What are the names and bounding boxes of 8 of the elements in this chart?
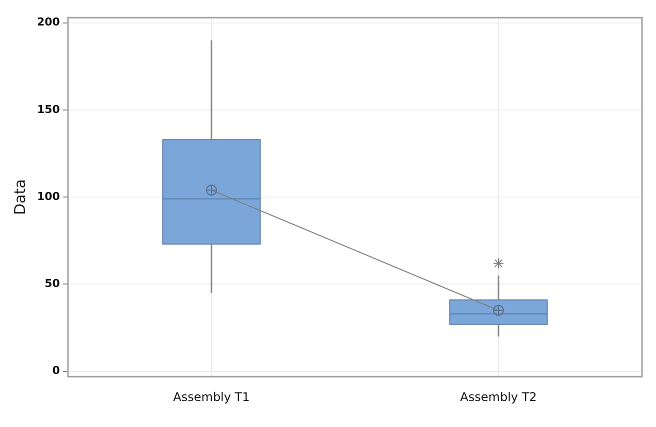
y-tick-label: 100 <box>36 190 60 203</box>
y-tick-label: 200 <box>36 16 60 29</box>
y-tick-label: 150 <box>36 102 60 116</box>
y-tick-label: 0 <box>52 364 60 378</box>
x-tick-label: Assembly T2 <box>460 390 537 404</box>
y-tick-label: 50 <box>44 277 60 290</box>
y-axis-title: Data <box>10 179 29 216</box>
x-tick-label: Assembly T1 <box>173 390 250 404</box>
